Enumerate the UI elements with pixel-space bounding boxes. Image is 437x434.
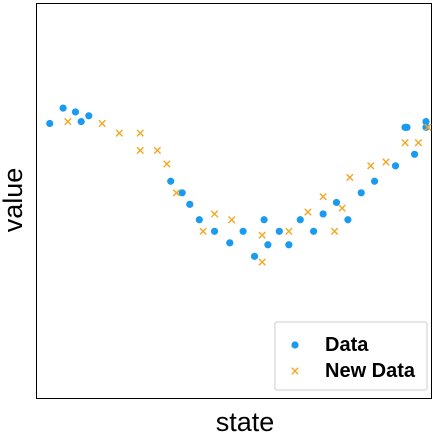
data-point xyxy=(195,216,203,224)
data-point xyxy=(250,252,259,260)
new-data-point xyxy=(258,258,266,266)
new-data-point xyxy=(136,146,144,155)
legend-marker-data xyxy=(291,341,299,349)
new-data-point xyxy=(401,139,409,147)
new-data-point xyxy=(153,146,162,155)
legend-box xyxy=(274,321,428,391)
legend-label-data: Data xyxy=(325,334,369,356)
points-layer xyxy=(46,104,432,266)
data-point xyxy=(319,210,327,218)
data-point xyxy=(332,198,341,207)
new-data-point xyxy=(136,129,144,137)
data-point xyxy=(401,123,409,131)
y-axis-label: value xyxy=(0,168,28,233)
data-point xyxy=(344,216,352,224)
data-point xyxy=(77,117,85,126)
legend-marker-new-data xyxy=(291,367,299,375)
new-data-point xyxy=(115,129,123,137)
legend: Data New Data xyxy=(274,321,428,391)
x-axis-label: state xyxy=(216,407,275,434)
data-point xyxy=(46,119,54,128)
data-point xyxy=(239,227,247,235)
new-data-point xyxy=(98,119,106,128)
new-data-point xyxy=(285,227,293,235)
new-data-point xyxy=(304,208,312,216)
data-point xyxy=(59,104,67,112)
data-point xyxy=(422,117,430,126)
data-point xyxy=(167,177,175,185)
legend-label-new-data: New Data xyxy=(325,360,416,382)
data-point xyxy=(226,239,234,247)
new-data-point xyxy=(227,216,236,224)
new-data-point xyxy=(64,117,72,126)
data-point xyxy=(422,123,430,131)
data-point xyxy=(410,150,419,158)
new-data-point xyxy=(414,139,423,147)
data-point xyxy=(357,189,365,197)
new-data-point xyxy=(319,192,327,201)
data-point xyxy=(260,216,268,224)
new-data-point xyxy=(338,204,346,212)
data-point xyxy=(85,112,93,120)
data-point xyxy=(210,227,219,235)
new-data-point xyxy=(210,210,219,218)
data-point xyxy=(264,241,272,249)
legend-marker-shape xyxy=(291,341,299,349)
new-data-point xyxy=(258,231,266,239)
data-point xyxy=(391,162,400,170)
new-data-point xyxy=(172,189,181,197)
data-point xyxy=(285,241,293,249)
data-point xyxy=(275,227,283,235)
legend-marker-shape xyxy=(291,367,299,375)
new-data-point xyxy=(424,123,432,132)
new-data-point xyxy=(346,173,354,182)
data-point xyxy=(178,189,186,197)
data-point xyxy=(296,216,304,224)
new-data-point xyxy=(367,162,375,170)
data-point xyxy=(370,177,379,185)
new-data-point xyxy=(330,227,339,235)
data-point xyxy=(310,227,318,235)
data-point xyxy=(186,200,194,208)
data-point xyxy=(71,108,80,116)
new-data-point xyxy=(163,160,171,168)
new-data-point xyxy=(199,227,207,235)
new-data-point xyxy=(382,158,390,166)
